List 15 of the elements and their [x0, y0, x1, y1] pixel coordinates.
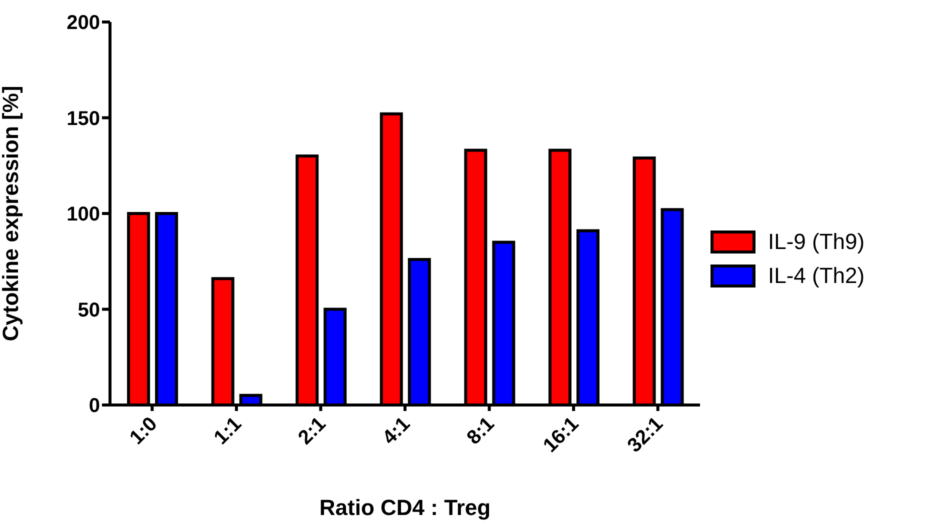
y-axis-title: Cytokine expression [%] [0, 86, 23, 342]
legend-label: IL-9 (Th9) [768, 228, 865, 254]
y-tick-label: 50 [78, 299, 100, 322]
y-tick-label: 100 [66, 204, 100, 226]
x-tick-label: 32:1 [624, 412, 668, 457]
legend-label: IL-4 (Th2) [768, 262, 865, 288]
x-axis-title: Ratio CD4 : Treg [319, 495, 491, 520]
x-tick-label: 1:0 [126, 412, 162, 449]
x-tick-label: 1:1 [210, 412, 246, 449]
x-tick-label: 4:1 [378, 412, 415, 449]
y-tick-label: 150 [66, 108, 100, 130]
x-tick-label: 8:1 [462, 412, 499, 449]
x-tick-label: 2:1 [294, 412, 330, 449]
y-tick-label: 200 [66, 12, 100, 34]
y-tick-label: 0 [88, 395, 100, 418]
